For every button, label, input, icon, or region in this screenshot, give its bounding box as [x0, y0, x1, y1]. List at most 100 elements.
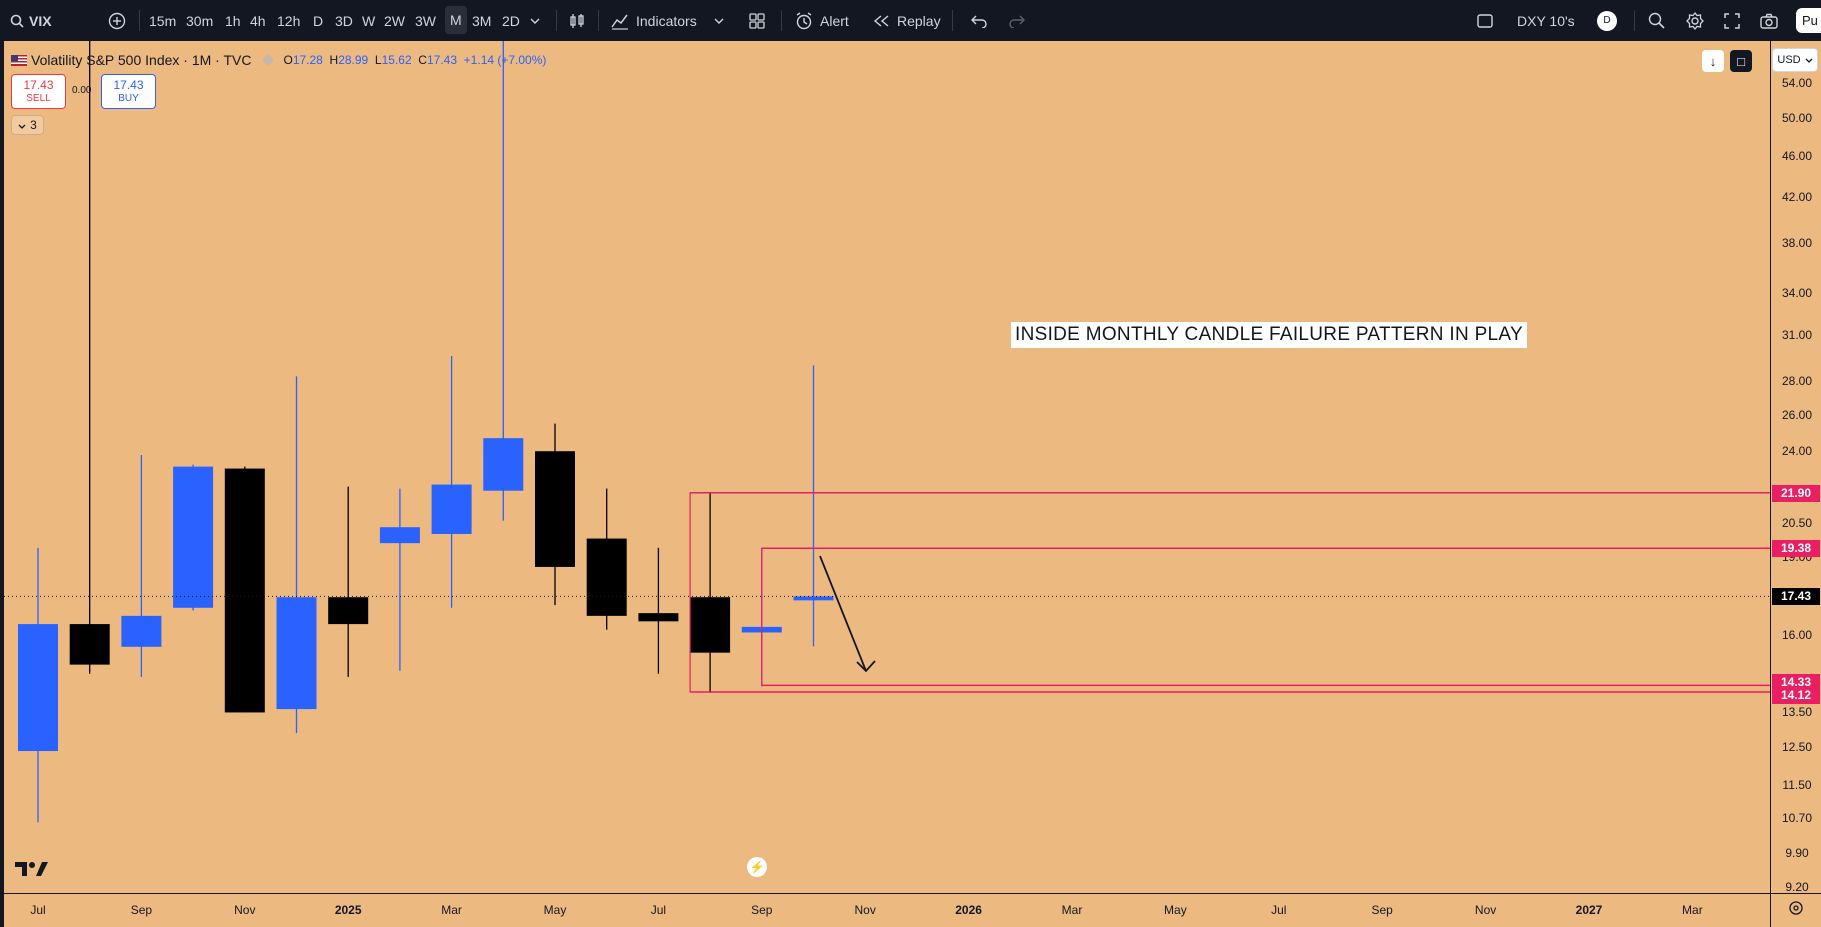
- camera-icon: [1759, 12, 1779, 30]
- time-tick-label: Nov: [1474, 903, 1497, 917]
- spread-value: 0.00: [72, 85, 92, 96]
- separator: [1634, 10, 1635, 31]
- open-value: 17.28: [292, 53, 323, 67]
- interval-3w[interactable]: 3W: [415, 12, 436, 29]
- separator: [952, 10, 953, 31]
- time-tick-label: Sep: [1371, 903, 1393, 917]
- sell-label: SELL: [26, 93, 51, 104]
- avatar-button[interactable]: D: [1597, 0, 1617, 41]
- undo-button[interactable]: [971, 0, 987, 41]
- interval-2w[interactable]: 2W: [384, 12, 405, 29]
- time-tick-label: 2025: [334, 903, 362, 917]
- symbol-search[interactable]: VIX: [10, 0, 52, 41]
- price-label-tag: 17.43: [1772, 588, 1820, 606]
- price-tick-label: 11.50: [1782, 778, 1812, 793]
- price-tick-label: 54.00: [1781, 76, 1813, 90]
- price-tick-label: 24.00: [1781, 444, 1813, 459]
- currency-select[interactable]: USD: [1772, 48, 1818, 72]
- legend-title: Volatility S&P 500 Index · 1M · TVC: [31, 52, 252, 68]
- chevron-down-icon: [530, 18, 540, 24]
- separator: [781, 10, 782, 31]
- trend-arrow-shaft: [819, 555, 867, 672]
- layouts-button[interactable]: [748, 0, 766, 41]
- candlestick-chart[interactable]: [4, 41, 1770, 893]
- interval-m-active[interactable]: M: [445, 6, 467, 34]
- price-tick-label: 46.00: [1781, 148, 1813, 163]
- interval-1h[interactable]: 1h: [225, 12, 241, 29]
- low-label: L: [374, 53, 382, 67]
- separator: [598, 10, 599, 31]
- tradingview-logo[interactable]: [15, 860, 49, 883]
- candle-body: [431, 484, 472, 534]
- time-tick-label: May: [1164, 903, 1187, 917]
- price-axis[interactable]: 54.00 50.00 46.00 42.00 38.00 34.00 31.00 28.00…: [1770, 41, 1821, 894]
- interval-4h[interactable]: 4h: [250, 12, 266, 29]
- interval-dropdown[interactable]: [530, 0, 540, 41]
- candle-body: [638, 613, 679, 622]
- indicators-collapse-button[interactable]: 3: [11, 115, 44, 135]
- price-tick-label: 50.00: [1781, 110, 1813, 125]
- maximize-pane-button[interactable]: □: [1730, 50, 1752, 72]
- currency-label: USD: [1777, 54, 1801, 66]
- interval-30m[interactable]: 30m: [186, 12, 214, 29]
- redo-button[interactable]: [1009, 0, 1025, 41]
- layout-select[interactable]: DXY 10's: [1476, 0, 1575, 41]
- interval-d[interactable]: D: [313, 12, 324, 29]
- alert-label: Alert: [820, 12, 849, 29]
- chart-legend[interactable]: Volatility S&P 500 Index · 1M · TVC O17.…: [11, 50, 546, 70]
- change-value: +1.14 (+7.00%): [463, 53, 547, 67]
- interval-15m[interactable]: 15m: [149, 12, 177, 29]
- arrow-down-icon: ↓: [1709, 53, 1717, 69]
- gear-icon: [1685, 11, 1705, 31]
- price-tick-label: 9.20: [1785, 879, 1809, 894]
- time-tick-label: Nov: [854, 903, 876, 917]
- axis-settings-button[interactable]: [1770, 893, 1821, 927]
- replay-button[interactable]: Replay: [873, 0, 941, 41]
- time-tick-label: Jul: [650, 903, 667, 917]
- open-label: O: [283, 53, 293, 67]
- time-tick-label: Mar: [1061, 903, 1083, 917]
- chart-annotation-text[interactable]: INSIDE MONTHLY CANDLE FAILURE PATTERN IN…: [1011, 322, 1527, 348]
- scroll-down-button[interactable]: ↓: [1702, 50, 1724, 72]
- publish-button[interactable]: Pu: [1796, 0, 1821, 41]
- interval-2d[interactable]: 2D: [502, 12, 520, 29]
- price-tick-label: 26.00: [1781, 407, 1813, 422]
- chart-type-button[interactable]: [568, 0, 586, 41]
- symbol-label: VIX: [29, 12, 52, 29]
- lightning-button[interactable]: ⚡: [747, 857, 767, 877]
- price-tick-label: 13.50: [1781, 705, 1813, 720]
- indicators-dropdown[interactable]: [714, 0, 724, 41]
- fullscreen-button[interactable]: [1723, 0, 1741, 41]
- us-flag-icon: [11, 54, 27, 66]
- indicators-button[interactable]: Indicators: [610, 0, 697, 41]
- redo-icon: [1009, 14, 1025, 28]
- add-symbol-button[interactable]: [108, 0, 126, 41]
- time-axis[interactable]: Jul Sep Nov 2025 Mar May Jul Sep Nov 2026 Mar May Ju…: [4, 893, 1807, 927]
- chart-pane[interactable]: [4, 41, 1770, 893]
- candle-body: [69, 624, 110, 665]
- buy-button[interactable]: 17.43 BUY: [101, 74, 156, 109]
- interval-12h[interactable]: 12h: [277, 12, 301, 29]
- collapsed-count: 3: [30, 118, 37, 132]
- chevron-down-icon: [1805, 54, 1813, 66]
- interval-w[interactable]: W: [362, 12, 376, 29]
- settings-button[interactable]: [1685, 0, 1705, 41]
- price-tick-label: 31.00: [1781, 328, 1813, 342]
- chevron-down-icon: [714, 18, 724, 24]
- interval-3d[interactable]: 3D: [335, 12, 353, 29]
- buy-label: BUY: [118, 93, 139, 104]
- sell-button[interactable]: 17.43 SELL: [11, 74, 66, 109]
- snapshot-button[interactable]: [1759, 0, 1779, 41]
- quick-search-button[interactable]: [1647, 0, 1667, 41]
- maximize-icon: □: [1737, 53, 1745, 69]
- time-tick-label: Jul: [30, 903, 46, 917]
- close-value: 17.43: [426, 53, 457, 67]
- layout-name: DXY 10's: [1517, 12, 1575, 29]
- alert-button[interactable]: Alert: [794, 0, 849, 41]
- candle-body: [793, 596, 834, 601]
- lightning-icon: ⚡: [749, 860, 765, 874]
- price-tick-label: 9.90: [1785, 846, 1809, 861]
- time-tick-label: Mar: [1682, 903, 1703, 917]
- market-status-icon: [263, 55, 274, 65]
- interval-3m[interactable]: 3M: [472, 12, 492, 29]
